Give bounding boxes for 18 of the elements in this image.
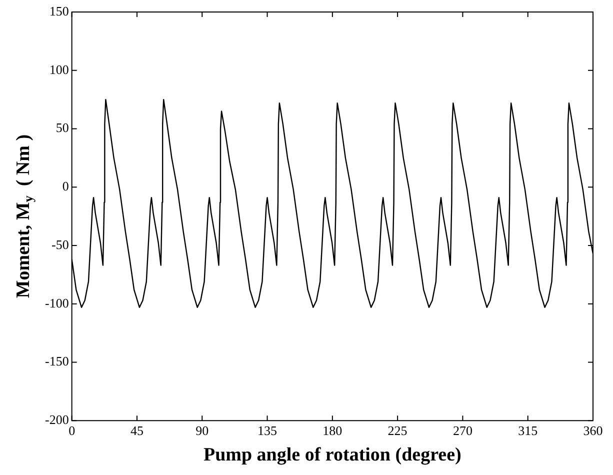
y-tick-label: -100 xyxy=(44,295,69,310)
y-tick-label: 0 xyxy=(62,178,69,194)
x-tick-label: 270 xyxy=(452,422,472,438)
y-tick-label: 150 xyxy=(49,3,69,18)
x-tick-label: 45 xyxy=(130,422,144,438)
y-tick-label: 100 xyxy=(49,62,69,77)
y-tick-label: -200 xyxy=(44,412,69,428)
x-tick-label: 360 xyxy=(583,422,603,438)
y-tick-label: -50 xyxy=(51,236,69,252)
y-axis-title: Moment, My ( Nm ) xyxy=(12,134,36,298)
x-tick-label: 90 xyxy=(196,422,209,438)
x-axis-title: Pump angle of rotation (degree) xyxy=(203,444,462,466)
x-tick-label: 180 xyxy=(322,422,342,438)
y-tick-label: 50 xyxy=(56,120,69,136)
x-tick-label: 135 xyxy=(258,422,278,438)
y-tick-label: -150 xyxy=(44,354,69,369)
x-tick-label: 315 xyxy=(518,422,538,438)
x-tick-label: 225 xyxy=(388,422,408,438)
